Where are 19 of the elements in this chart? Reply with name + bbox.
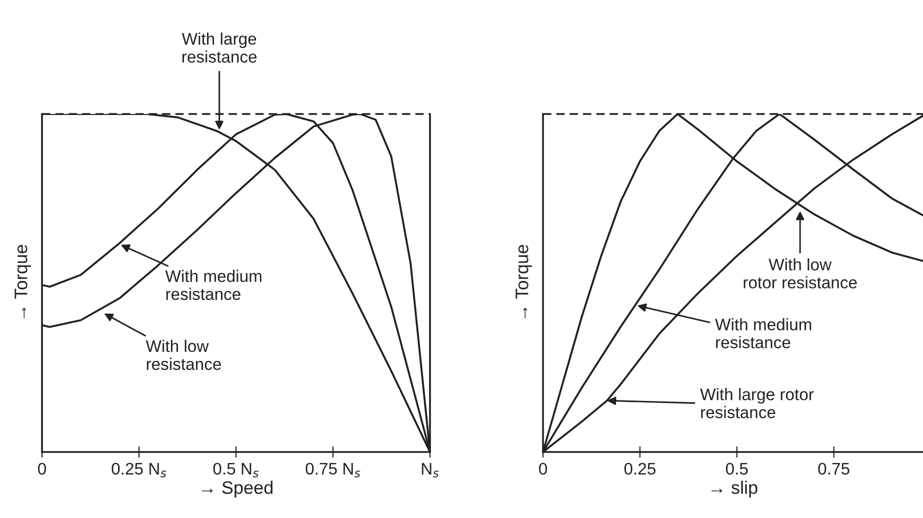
x-tick-label: 0 bbox=[38, 462, 46, 475]
y-axis-title: → Torque bbox=[516, 244, 532, 318]
annotation: With large resistance bbox=[182, 32, 257, 63]
x-axis-title: → Speed bbox=[202, 480, 272, 498]
annotation: With medium resistance bbox=[715, 318, 812, 348]
x-tick-label: 0.75 bbox=[818, 462, 850, 475]
y-axis-title: → Torque bbox=[14, 244, 31, 318]
x-tick-label: 0.5 N$_{s}$ bbox=[213, 462, 258, 478]
annotation: With medium resistance bbox=[165, 270, 262, 300]
x-tick-label: 0.75 N$_{s}$ bbox=[306, 462, 360, 478]
x-axis-title: → slip bbox=[712, 480, 758, 498]
x-tick-label: 0.25 N$_{s}$ bbox=[112, 462, 166, 478]
x-tick-label: 0 bbox=[539, 462, 547, 475]
annotation: With low resistance bbox=[146, 340, 221, 370]
x-tick-label: 0.25 bbox=[624, 462, 656, 475]
x-tick-label: 0.5 bbox=[726, 462, 748, 475]
x-tick-label: N$_{s}$ bbox=[422, 462, 439, 478]
annotation: With low rotor resistance bbox=[744, 258, 857, 288]
annotation: With large rotor resistance bbox=[700, 388, 814, 418]
